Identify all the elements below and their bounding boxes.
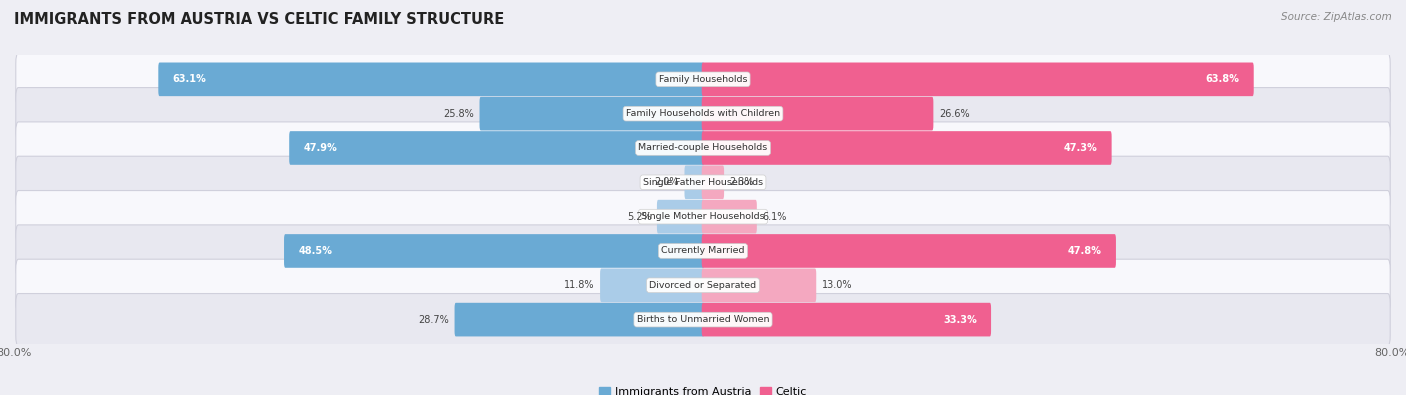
FancyBboxPatch shape bbox=[15, 88, 1391, 140]
FancyBboxPatch shape bbox=[15, 259, 1391, 311]
Text: 11.8%: 11.8% bbox=[564, 280, 595, 290]
Text: 47.8%: 47.8% bbox=[1067, 246, 1102, 256]
Text: 63.8%: 63.8% bbox=[1205, 74, 1240, 84]
Text: Married-couple Households: Married-couple Households bbox=[638, 143, 768, 152]
FancyBboxPatch shape bbox=[702, 97, 934, 130]
FancyBboxPatch shape bbox=[284, 234, 704, 268]
FancyBboxPatch shape bbox=[702, 166, 724, 199]
Legend: Immigrants from Austria, Celtic: Immigrants from Austria, Celtic bbox=[595, 382, 811, 395]
Text: 26.6%: 26.6% bbox=[939, 109, 970, 118]
Text: Family Households: Family Households bbox=[659, 75, 747, 84]
Text: Single Father Households: Single Father Households bbox=[643, 178, 763, 187]
Text: Single Mother Households: Single Mother Households bbox=[641, 212, 765, 221]
FancyBboxPatch shape bbox=[600, 269, 704, 302]
Text: 33.3%: 33.3% bbox=[943, 315, 977, 325]
Text: 25.8%: 25.8% bbox=[443, 109, 474, 118]
FancyBboxPatch shape bbox=[685, 166, 704, 199]
Text: 63.1%: 63.1% bbox=[173, 74, 207, 84]
FancyBboxPatch shape bbox=[15, 225, 1391, 277]
FancyBboxPatch shape bbox=[15, 190, 1391, 243]
FancyBboxPatch shape bbox=[702, 62, 1254, 96]
FancyBboxPatch shape bbox=[15, 122, 1391, 174]
FancyBboxPatch shape bbox=[702, 131, 1112, 165]
Text: 28.7%: 28.7% bbox=[418, 315, 449, 325]
FancyBboxPatch shape bbox=[702, 303, 991, 337]
Text: 48.5%: 48.5% bbox=[298, 246, 332, 256]
Text: 2.0%: 2.0% bbox=[654, 177, 679, 187]
Text: 13.0%: 13.0% bbox=[823, 280, 852, 290]
FancyBboxPatch shape bbox=[454, 303, 704, 337]
FancyBboxPatch shape bbox=[479, 97, 704, 130]
Text: Divorced or Separated: Divorced or Separated bbox=[650, 281, 756, 290]
Text: Currently Married: Currently Married bbox=[661, 246, 745, 256]
Text: 47.3%: 47.3% bbox=[1064, 143, 1098, 153]
FancyBboxPatch shape bbox=[702, 200, 756, 233]
FancyBboxPatch shape bbox=[15, 53, 1391, 105]
Text: IMMIGRANTS FROM AUSTRIA VS CELTIC FAMILY STRUCTURE: IMMIGRANTS FROM AUSTRIA VS CELTIC FAMILY… bbox=[14, 12, 505, 27]
Text: 5.2%: 5.2% bbox=[627, 212, 651, 222]
Text: Family Households with Children: Family Households with Children bbox=[626, 109, 780, 118]
FancyBboxPatch shape bbox=[290, 131, 704, 165]
Text: Source: ZipAtlas.com: Source: ZipAtlas.com bbox=[1281, 12, 1392, 22]
Text: 2.3%: 2.3% bbox=[730, 177, 754, 187]
FancyBboxPatch shape bbox=[15, 156, 1391, 209]
FancyBboxPatch shape bbox=[702, 234, 1116, 268]
FancyBboxPatch shape bbox=[15, 293, 1391, 346]
FancyBboxPatch shape bbox=[159, 62, 704, 96]
Text: Births to Unmarried Women: Births to Unmarried Women bbox=[637, 315, 769, 324]
FancyBboxPatch shape bbox=[702, 269, 817, 302]
Text: 6.1%: 6.1% bbox=[762, 212, 787, 222]
Text: 47.9%: 47.9% bbox=[304, 143, 337, 153]
FancyBboxPatch shape bbox=[657, 200, 704, 233]
